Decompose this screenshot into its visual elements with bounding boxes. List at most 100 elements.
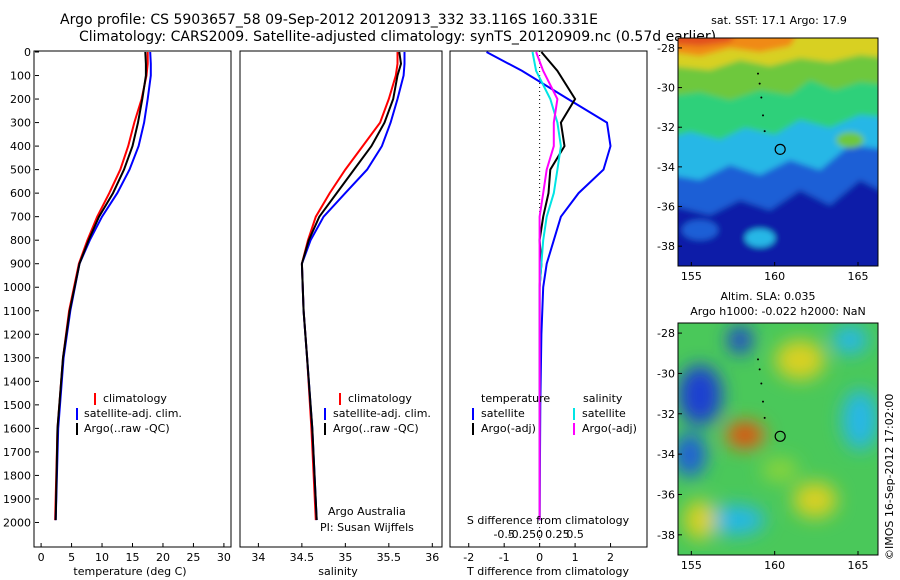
depth-tick-label: 1500 xyxy=(3,399,31,412)
track-point xyxy=(758,368,761,371)
x-tick-label: 15 xyxy=(126,551,140,564)
temperature-tick-labels: 0 5 10 15 20 25 30 xyxy=(38,543,231,564)
s-diff-tick-label: 0.25 xyxy=(545,528,570,541)
latitude-label: -34 xyxy=(657,448,675,461)
depth-tick-label: 400 xyxy=(10,140,31,153)
salinity-axes xyxy=(239,50,443,548)
header-line1: Argo profile: CS 5903657_58 09-Sep-2012 … xyxy=(60,12,598,28)
sla-float-track xyxy=(757,358,786,442)
x-tick-label: 20 xyxy=(156,551,170,564)
salinity-legend: climatology satellite-adj. clim. Argo(..… xyxy=(324,392,431,435)
t-difference-tick-labels: -2 -1 0 1 2 xyxy=(463,543,614,564)
longitude-label: 155 xyxy=(681,559,702,572)
legend-salinity-heading: salinity xyxy=(583,392,623,405)
s-diff-tick-label: -0.25 xyxy=(508,528,536,541)
x-tick-label: 35 xyxy=(338,551,352,564)
track-point xyxy=(762,400,764,403)
longitude-label: 165 xyxy=(848,270,869,283)
depth-tick-label: 1600 xyxy=(3,422,31,435)
legend-t-satellite: satellite xyxy=(481,407,525,420)
t-diff-tick-label: 1 xyxy=(572,551,579,564)
sla-map-title-line2: Argo h1000: -0.022 h2000: NaN xyxy=(690,305,866,318)
depth-tick-label: 2000 xyxy=(3,516,31,529)
longitude-label: 160 xyxy=(764,270,785,283)
latitude-label: -32 xyxy=(657,121,675,134)
track-point xyxy=(760,96,763,99)
track-point xyxy=(757,358,759,361)
temperature-axes xyxy=(33,50,232,548)
depth-tick-label: 1400 xyxy=(3,375,31,388)
depth-tick-label: 100 xyxy=(10,70,31,83)
track-point xyxy=(760,382,763,385)
header-line2: Climatology: CARS2009. Satellite-adjuste… xyxy=(79,29,716,45)
profile-line-argo-raw-qc xyxy=(54,51,147,521)
track-point xyxy=(762,114,764,117)
s-diff-tick-label: 0.5 xyxy=(566,528,584,541)
track-point xyxy=(763,130,766,133)
s-diff-tick-label: 0 xyxy=(536,528,543,541)
depth-tick-label: 600 xyxy=(10,187,31,200)
temperature-legend: climatology satellite-adj. clim. Argo(..… xyxy=(76,392,182,435)
sla-latitude-labels: -28 -30 -32 -34 -36 -38 xyxy=(657,327,682,542)
track-point xyxy=(757,72,759,75)
argo-position-marker xyxy=(774,143,786,155)
latitude-label: -36 xyxy=(657,201,675,214)
legend-s-satellite: satellite xyxy=(582,407,626,420)
legend-climatology: climatology xyxy=(103,392,167,405)
t-diff-tick-label: 2 xyxy=(607,551,614,564)
depth-tick-labels: 0 100 200 300 400 500 600 700 800 900 1000 1100 1200… xyxy=(3,46,39,529)
t-diff-tick-label: -1 xyxy=(499,551,510,564)
latitude-label: -36 xyxy=(657,488,675,501)
temperature-panel: 0100200300400500600700800900100011001200… xyxy=(3,46,232,578)
depth-tick-label: 1000 xyxy=(3,281,31,294)
legend-t-argo: Argo(-adj) xyxy=(481,422,536,435)
sst-latitude-labels: -28 -30 -32 -34 -36 -38 xyxy=(657,42,682,253)
legend-temperature-heading: temperature xyxy=(481,392,550,405)
profile-line-argo-raw-qc xyxy=(300,51,403,521)
sst-longitude-labels: 155 160 165 xyxy=(681,262,869,283)
legend-climatology: climatology xyxy=(348,392,412,405)
depth-tick-label: 0 xyxy=(24,46,31,59)
depth-tick-label: 1300 xyxy=(3,352,31,365)
legend-argo: Argo(..raw -QC) xyxy=(84,422,170,435)
depth-tick-label: 700 xyxy=(10,211,31,224)
latitude-label: -30 xyxy=(657,82,675,95)
salinity-xlabel: salinity xyxy=(318,565,358,578)
t-difference-label: T difference from climatology xyxy=(466,565,629,578)
latitude-label: -28 xyxy=(657,42,675,55)
track-point xyxy=(763,416,766,419)
x-tick-label: 34.5 xyxy=(290,551,315,564)
depth-tick-label: 300 xyxy=(10,117,31,130)
x-tick-label: 34 xyxy=(251,551,265,564)
argo-position-marker xyxy=(774,430,786,442)
depth-tick-label: 800 xyxy=(10,234,31,247)
x-tick-label: 0 xyxy=(38,551,45,564)
sst-map-title: sat. SST: 17.1 Argo: 17.9 xyxy=(711,14,847,27)
t-diff-tick-label: -2 xyxy=(463,551,474,564)
s-diff-tick-label: -0.5 xyxy=(493,528,514,541)
x-tick-label: 35.5 xyxy=(377,551,402,564)
x-tick-label: 5 xyxy=(68,551,75,564)
sla-heatmap xyxy=(678,323,878,555)
depth-tick-label: 1800 xyxy=(3,469,31,482)
s-difference-label: S difference from climatology xyxy=(467,514,630,527)
legend-satellite: satellite-adj. clim. xyxy=(84,407,182,420)
legend-argo: Argo(..raw -QC) xyxy=(333,422,419,435)
t-diff-tick-label: 0 xyxy=(536,551,543,564)
sla-longitude-labels: 155 160 165 xyxy=(681,551,869,572)
longitude-label: 160 xyxy=(764,559,785,572)
s-difference-tick-labels: -0.5-0.25 0 0.250.5 xyxy=(493,528,583,541)
sla-map-panel: Altim. SLA: 0.035 Argo h1000: -0.022 h20… xyxy=(657,290,879,572)
legend-s-argo: Argo(-adj) xyxy=(582,422,637,435)
x-tick-label: 25 xyxy=(186,551,200,564)
latitude-label: -32 xyxy=(657,408,675,421)
depth-tick-label: 1100 xyxy=(3,305,31,318)
difference-lines xyxy=(486,51,612,521)
difference-line-salinity-argo-adj xyxy=(535,51,559,521)
sla-map-title-line1: Altim. SLA: 0.035 xyxy=(720,290,815,303)
depth-tick-label: 900 xyxy=(10,258,31,271)
imos-timestamp: ©IMOS 16-Sep-2012 17:02:00 xyxy=(883,394,896,560)
difference-line-temperature-satellite xyxy=(486,51,612,521)
temperature-profile-lines xyxy=(54,51,152,521)
